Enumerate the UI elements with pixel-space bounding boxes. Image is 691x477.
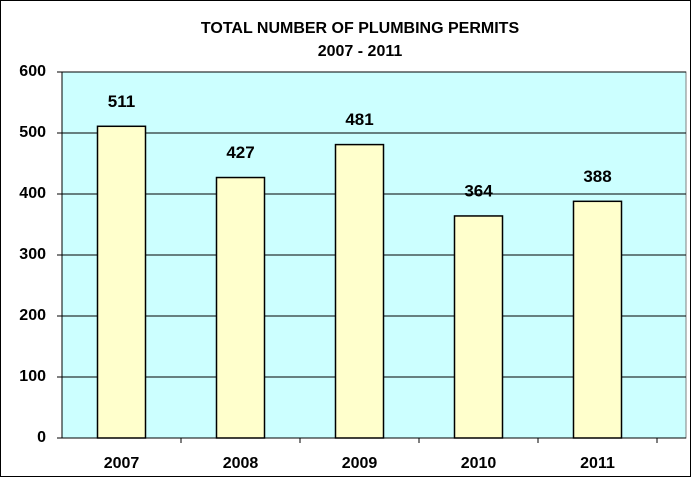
data-label: 511 [108, 92, 135, 111]
bar [572, 200, 623, 439]
data-label: 364 [464, 181, 493, 200]
bar [453, 215, 504, 439]
y-tick-label: 600 [19, 63, 46, 80]
chart-title: TOTAL NUMBER OF PLUMBING PERMITS [201, 20, 520, 37]
y-tick-label: 500 [19, 124, 46, 141]
y-tick-label: 400 [19, 185, 46, 202]
y-tick-label: 100 [19, 368, 46, 385]
y-tick-label: 0 [37, 429, 46, 446]
bar [215, 176, 266, 439]
x-tick-label: 2008 [223, 455, 259, 472]
y-tick-label: 200 [19, 307, 46, 324]
bar [96, 125, 147, 439]
x-tick-label: 2007 [104, 455, 140, 472]
x-tick-label: 2011 [580, 455, 615, 472]
chart-subtitle: 2007 - 2011 [318, 43, 403, 60]
data-label: 427 [226, 143, 254, 162]
data-label: 481 [345, 110, 373, 129]
data-label: 388 [583, 167, 611, 186]
bar [334, 143, 385, 439]
x-tick-label: 2009 [342, 455, 378, 472]
y-tick-label: 300 [19, 246, 46, 263]
x-tick-label: 2010 [461, 455, 497, 472]
